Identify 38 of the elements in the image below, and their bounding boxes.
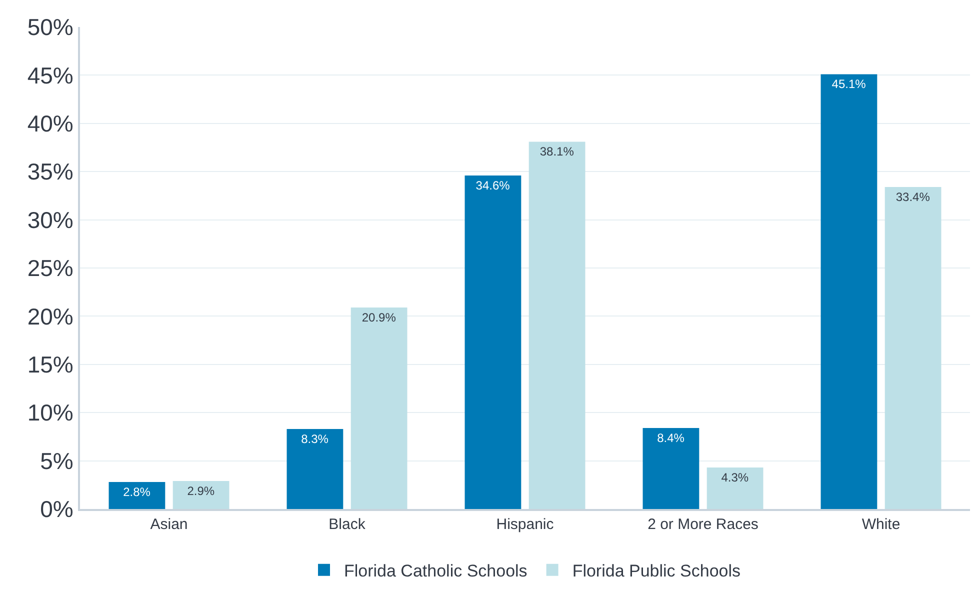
data-label: 2.8% [123,485,151,500]
data-label: 8.4% [657,431,685,446]
y-tick-label: 20% [27,303,74,330]
data-label: 8.3% [301,432,329,446]
y-tick-label: 0% [40,496,74,522]
y-tick-label: 25% [27,255,74,282]
bar [350,308,408,509]
bar [706,468,764,509]
x-tick-label: White [862,516,900,533]
y-tick-label: 45% [27,62,74,88]
y-tick-label: 40% [27,110,74,136]
y-tick-label: 10% [27,400,74,426]
legend-label: Florida Public Schools [572,562,741,581]
y-tick-label: 15% [27,351,74,378]
y-tick-label: 30% [27,206,74,233]
x-tick-label: Hispanic [496,516,554,533]
bar [464,175,522,509]
bar [172,481,230,509]
y-tick-label: 5% [40,448,74,474]
bar [884,187,942,509]
data-label: 38.1% [540,144,574,159]
data-label: 33.4% [896,190,930,204]
bar [286,428,344,509]
x-tick-label: 2 or More Races [648,516,758,533]
y-tick-label: 50% [27,14,74,40]
x-tick-label: Black [328,516,366,533]
data-label: 2.9% [187,484,215,498]
data-label: 34.6% [476,178,510,192]
data-label: 20.9% [362,310,396,325]
bar [642,428,700,509]
x-tick-label: Asian [150,516,188,533]
bar [820,74,878,509]
y-tick-label: 35% [27,158,74,185]
data-label: 45.1% [832,77,866,92]
data-label: 4.3% [721,470,749,485]
legend-label: Florida Catholic Schools [344,562,528,581]
bar [528,142,586,509]
bar [108,482,166,509]
